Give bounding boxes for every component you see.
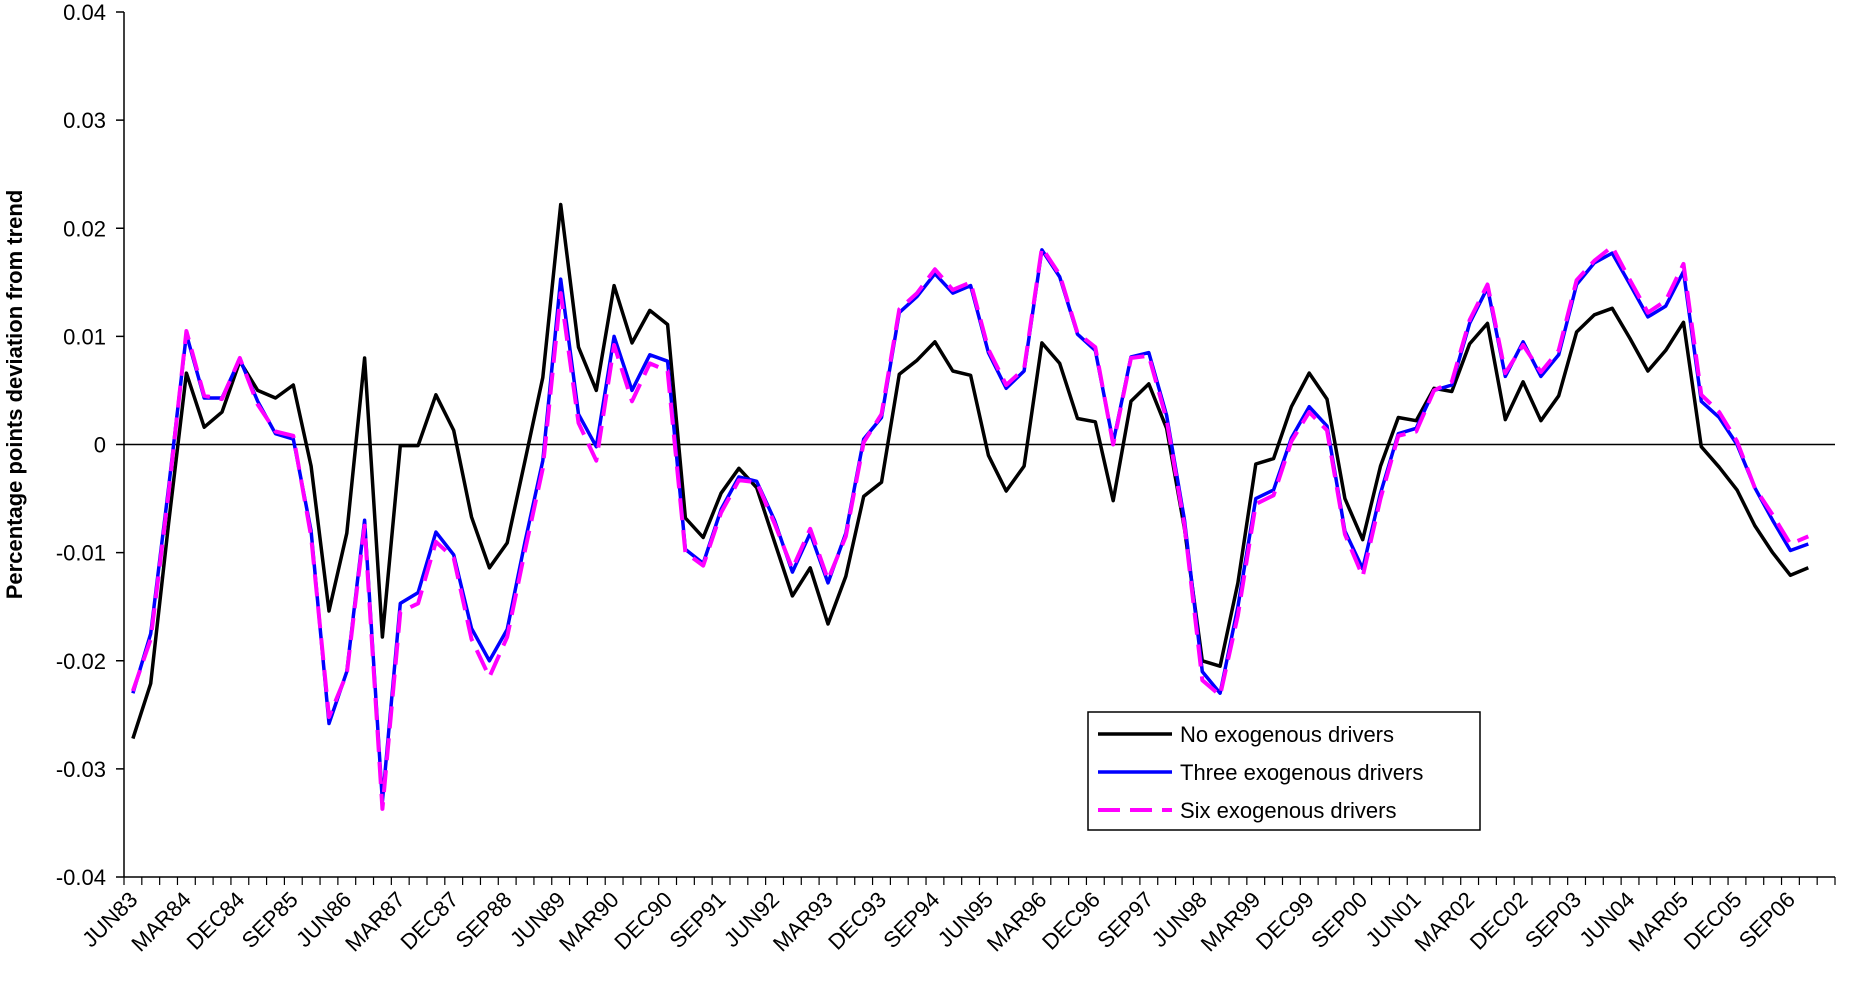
x-tick-label: DEC90 — [609, 887, 677, 955]
x-tick-label: SEP91 — [664, 887, 730, 953]
x-tick-label: MAR84 — [126, 887, 196, 957]
x-tick-label: MAR87 — [340, 887, 410, 957]
y-tick-label: 0.04 — [63, 0, 106, 25]
x-tick-label: DEC96 — [1037, 887, 1105, 955]
y-axis-ticks: -0.04 -0.03 -0.02 -0.01 0 0.01 0.02 0.03 0.04 — [56, 0, 124, 890]
x-tick-label: SEP06 — [1734, 887, 1800, 953]
x-tick-label: MAR99 — [1196, 887, 1266, 957]
y-tick-label: -0.03 — [56, 757, 106, 782]
x-tick-label: DEC05 — [1679, 887, 1747, 955]
y-axis-title: Percentage points deviation from trend — [2, 190, 27, 600]
y-tick-label: 0.02 — [63, 216, 106, 241]
x-tick-label: SEP94 — [878, 887, 944, 953]
series-layer — [131, 202, 1810, 811]
x-tick-label: SEP97 — [1092, 887, 1158, 953]
x-tick-label: MAR90 — [554, 887, 624, 957]
legend: No exogenous drivers Three exogenous driv… — [1087, 711, 1481, 831]
x-tick-label: DEC84 — [182, 887, 250, 955]
y-tick-label: -0.01 — [56, 541, 106, 566]
legend-label-3: Six exogenous drivers — [1180, 798, 1396, 823]
x-tick-label: DEC87 — [395, 887, 463, 955]
x-tick-label: SEP00 — [1306, 887, 1372, 953]
legend-label-1: No exogenous drivers — [1180, 722, 1394, 747]
x-axis-ticks: JUN83MAR84DEC84SEP85JUN86MAR87DEC87SEP88… — [77, 877, 1836, 957]
series-line-3 — [131, 244, 1810, 811]
y-tick-label: 0.01 — [63, 324, 106, 349]
x-tick-label: MAR05 — [1623, 887, 1693, 957]
x-tick-label: MAR96 — [982, 887, 1052, 957]
series-line-1 — [131, 202, 1809, 740]
x-tick-label: MAR93 — [768, 887, 838, 957]
x-tick-label: SEP88 — [451, 887, 517, 953]
x-tick-label: DEC93 — [823, 887, 891, 955]
series-line-2 — [131, 248, 1809, 804]
y-tick-label: -0.02 — [56, 649, 106, 674]
x-tick-label: SEP03 — [1520, 887, 1586, 953]
y-tick-label: -0.04 — [56, 865, 106, 890]
x-tick-label: MAR02 — [1410, 887, 1480, 957]
legend-label-2: Three exogenous drivers — [1180, 760, 1423, 785]
x-tick-label: DEC02 — [1465, 887, 1533, 955]
y-tick-label: 0.03 — [63, 108, 106, 133]
y-tick-label: 0 — [94, 433, 106, 458]
x-tick-label: SEP85 — [237, 887, 303, 953]
x-tick-label: DEC99 — [1251, 887, 1319, 955]
